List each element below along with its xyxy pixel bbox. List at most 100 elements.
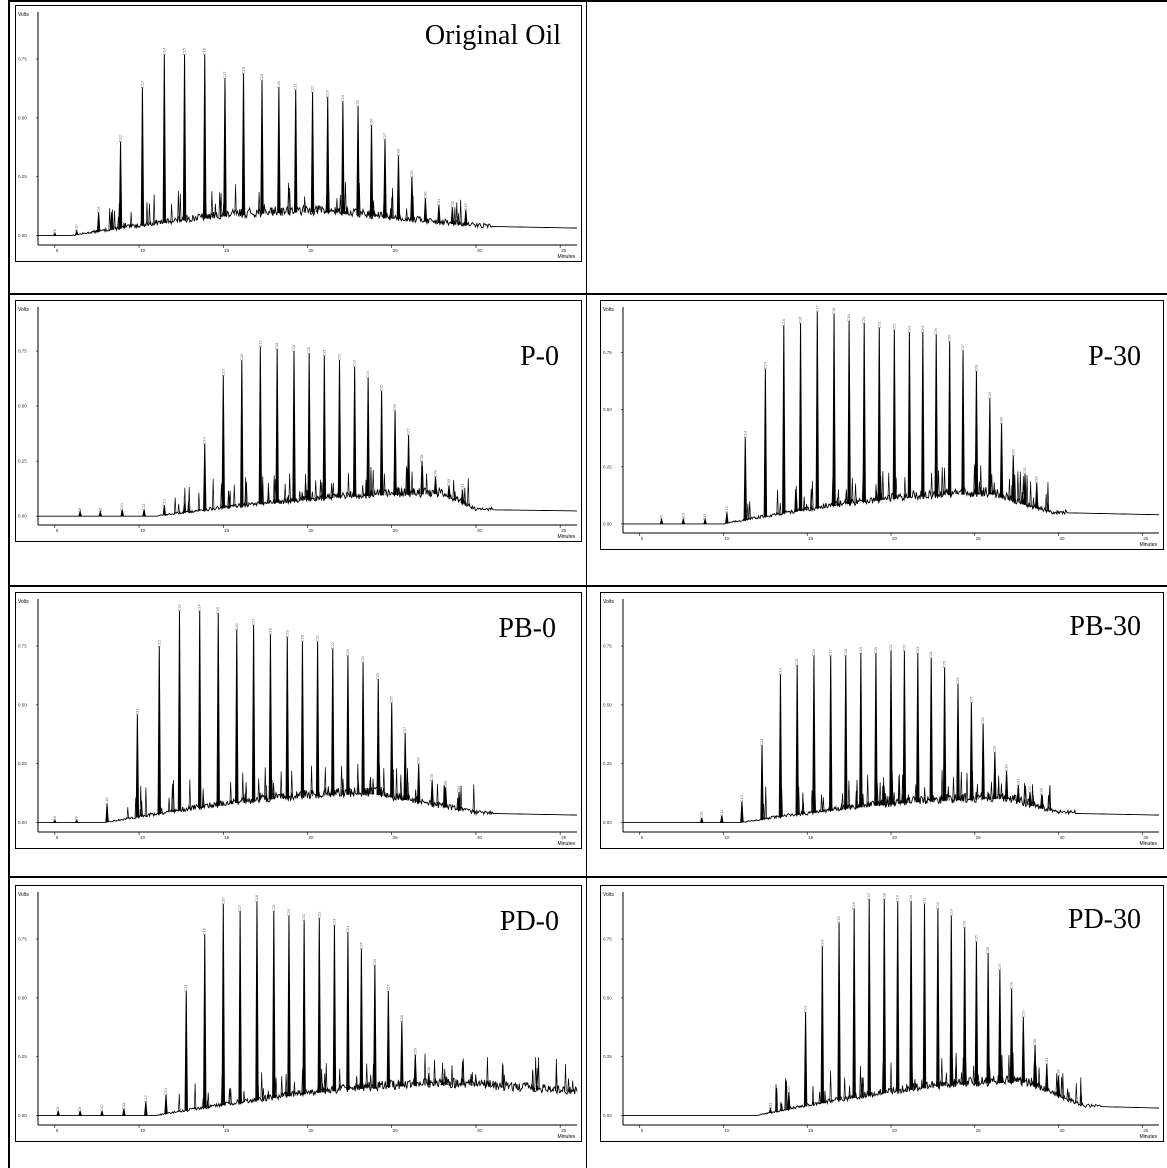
peak-label: C32 <box>1056 1068 1061 1076</box>
minor-peak <box>171 783 174 812</box>
y-tick-label: 0.00 <box>603 1113 612 1118</box>
peak-label: C30 <box>443 780 448 788</box>
peak-label: C18 <box>267 627 272 635</box>
minor-peak <box>179 193 182 221</box>
peak <box>287 915 291 1097</box>
minor-peak <box>428 489 432 495</box>
y-axis-label: Volts <box>18 12 29 18</box>
y-tick-label: 0.50 <box>18 404 27 409</box>
minor-peak <box>746 503 749 520</box>
minor-peak <box>293 1081 296 1096</box>
minor-peak <box>287 182 290 213</box>
minor-peak <box>241 772 244 803</box>
peak <box>963 927 967 1085</box>
peak-label: C18 <box>843 648 848 656</box>
minor-peak <box>810 488 813 510</box>
peak-label: C32 <box>449 200 454 208</box>
peak <box>105 803 109 823</box>
minor-peak <box>945 1072 948 1087</box>
peak-label: C10 <box>99 1104 104 1112</box>
peak <box>889 650 893 805</box>
minor-peak <box>267 1090 270 1099</box>
peak <box>457 791 461 811</box>
y-tick-label: 0.50 <box>18 995 27 1000</box>
minor-peak <box>571 1080 574 1092</box>
peak <box>241 73 246 215</box>
minor-peak <box>1075 1083 1078 1104</box>
x-tick-label: 20 <box>892 536 898 541</box>
peak-label: C31 <box>1015 778 1020 786</box>
peak <box>440 1080 444 1086</box>
minor-peak <box>486 1057 489 1087</box>
peak-label: C8 <box>52 815 57 821</box>
minor-peak <box>400 487 403 495</box>
minor-peak <box>325 1063 328 1092</box>
peak <box>961 350 965 495</box>
minor-peak <box>965 772 969 800</box>
peak <box>162 505 167 516</box>
x-tick-label: 5 <box>641 1128 644 1133</box>
peak-label: C31 <box>436 198 441 206</box>
peak-label: C25 <box>375 672 380 680</box>
minor-peak <box>820 794 823 812</box>
peak-label: C14 <box>777 667 782 675</box>
peak <box>258 346 263 505</box>
peak-label: C31 <box>1044 1057 1049 1065</box>
peak-label: C17 <box>257 340 262 348</box>
y-axis-label: Volts <box>18 307 29 313</box>
minor-peak <box>263 204 266 214</box>
peak-label: C16 <box>234 622 239 630</box>
peak <box>700 817 704 823</box>
peak <box>1021 1016 1026 1083</box>
peak-label: C29 <box>433 469 438 477</box>
peak <box>815 311 819 509</box>
chromatogram-plot: Volts Minutes 0.00 0.25 0.50 0.75 5 10 15 20 25 30 3… <box>603 304 1159 548</box>
minor-peak <box>212 478 215 510</box>
minor-peak <box>400 791 403 800</box>
chromatogram-plot: Volts Minutes 0.00 0.25 0.50 0.75 5 10 15 20 25 30 3… <box>603 892 1160 1140</box>
peak <box>184 990 188 1111</box>
peak <box>929 657 933 802</box>
minor-peak <box>855 779 859 808</box>
minor-peak <box>467 478 470 507</box>
peak <box>859 653 863 808</box>
minor-peak <box>202 797 205 808</box>
peak-label: C11 <box>121 1102 126 1110</box>
peak <box>403 733 407 801</box>
minor-peak <box>258 792 262 801</box>
y-tick-label: 0.50 <box>603 995 612 1000</box>
minor-peak <box>903 477 907 498</box>
peak <box>725 512 729 524</box>
minor-peak <box>976 783 979 800</box>
minor-peak <box>841 793 844 810</box>
peak-label: C20 <box>276 80 281 88</box>
minor-peak <box>923 787 926 802</box>
peak-label: C11 <box>767 1102 772 1110</box>
peak-label: C17 <box>828 648 833 656</box>
peak <box>203 443 207 511</box>
peak-label: C28 <box>395 148 400 156</box>
peak <box>182 502 187 513</box>
peak <box>277 87 281 213</box>
minor-peak <box>843 1077 846 1100</box>
peak <box>812 655 816 813</box>
minor-peak <box>461 1061 464 1086</box>
peak <box>1004 770 1009 800</box>
minor-peak <box>304 474 307 501</box>
minor-peak <box>1037 1067 1041 1089</box>
minor-peak <box>866 774 869 807</box>
peak <box>896 901 900 1092</box>
chromatogram-original-oil: Volts Minutes 0.00 0.25 0.50 0.75 5 10 15 20 25 30 3… <box>15 5 582 262</box>
minor-peak <box>270 207 274 214</box>
x-tick-label: 30 <box>477 248 483 253</box>
y-tick-label: 0.00 <box>18 1113 27 1118</box>
peak-label: C25 <box>379 384 384 392</box>
minor-peak <box>436 783 439 807</box>
x-tick-label: 5 <box>56 248 59 253</box>
peak <box>921 332 925 497</box>
peak <box>361 662 365 795</box>
peak-label: C15 <box>781 318 786 326</box>
peak-label: C23 <box>915 646 920 654</box>
x-tick-label: 10 <box>140 248 146 253</box>
minor-peak <box>310 765 313 797</box>
